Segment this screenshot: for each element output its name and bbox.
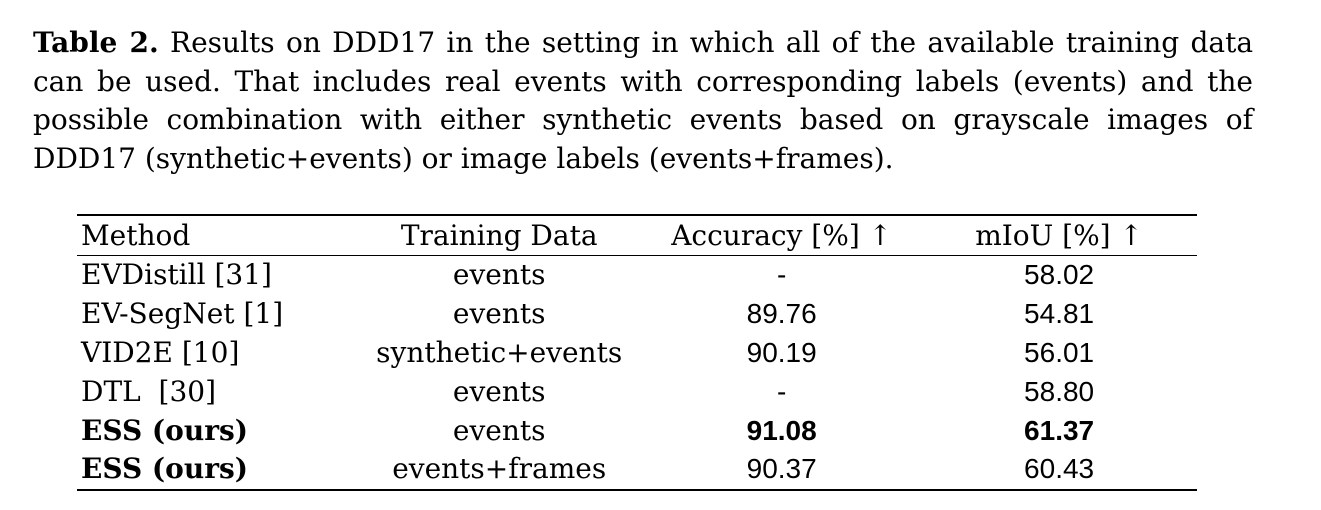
- training-data-cell: events: [452, 297, 546, 331]
- miou-cell: 54.81: [1024, 298, 1095, 330]
- method-cell: ESS (ours): [81, 413, 248, 447]
- accuracy-cell: 89.76: [746, 298, 817, 330]
- method-cell: EVDistill [31]: [81, 258, 272, 292]
- method-cell: EV-SegNet [1]: [81, 297, 284, 331]
- table-row: DTL [30] events - 58.80: [77, 372, 1197, 411]
- caption-label: Table 2.: [33, 26, 159, 59]
- method-cell: ESS (ours): [77, 449, 357, 491]
- accuracy-cell: -: [777, 259, 787, 291]
- miou-cell: 61.37: [1024, 414, 1095, 446]
- training-data-cell: events: [452, 413, 546, 447]
- table-header-row: Method Training Data Accuracy [%] ↑ mIoU…: [77, 214, 1197, 256]
- results-table: Method Training Data Accuracy [%] ↑ mIoU…: [77, 214, 1197, 491]
- miou-cell: 58.80: [1024, 375, 1095, 407]
- table-row: ESS (ours) events 91.08 61.37: [77, 411, 1197, 450]
- header-method: Method: [77, 214, 357, 256]
- accuracy-cell: 90.37: [642, 449, 922, 491]
- accuracy-cell: 90.19: [746, 336, 817, 368]
- header-training-data: Training Data: [356, 214, 643, 256]
- table-caption: Table 2. Results on DDD17 in the setting…: [33, 24, 1253, 178]
- table-row: VID2E [10] synthetic+events 90.19 56.01: [77, 334, 1197, 373]
- table-row: EV-SegNet [1] events 89.76 54.81: [77, 295, 1197, 334]
- header-miou: mIoU [%] ↑: [921, 214, 1197, 256]
- caption-text: Results on DDD17 in the setting in which…: [33, 26, 1254, 175]
- miou-cell: 58.02: [1024, 259, 1095, 291]
- accuracy-cell: 91.08: [746, 414, 817, 446]
- method-cell: DTL [30]: [81, 374, 216, 408]
- miou-cell: 56.01: [1024, 336, 1095, 368]
- miou-cell: 60.43: [921, 449, 1197, 491]
- training-data-cell: events: [452, 258, 546, 292]
- table-row: ESS (ours) events+frames 90.37 60.43: [77, 449, 1197, 491]
- header-accuracy: Accuracy [%] ↑: [642, 214, 922, 256]
- training-data-cell: events: [452, 374, 546, 408]
- table-row: EVDistill [31] events - 58.02: [77, 256, 1197, 295]
- training-data-cell: events+frames: [356, 449, 643, 491]
- training-data-cell: synthetic+events: [376, 335, 623, 369]
- accuracy-cell: -: [777, 375, 787, 407]
- method-cell: VID2E [10]: [81, 335, 240, 369]
